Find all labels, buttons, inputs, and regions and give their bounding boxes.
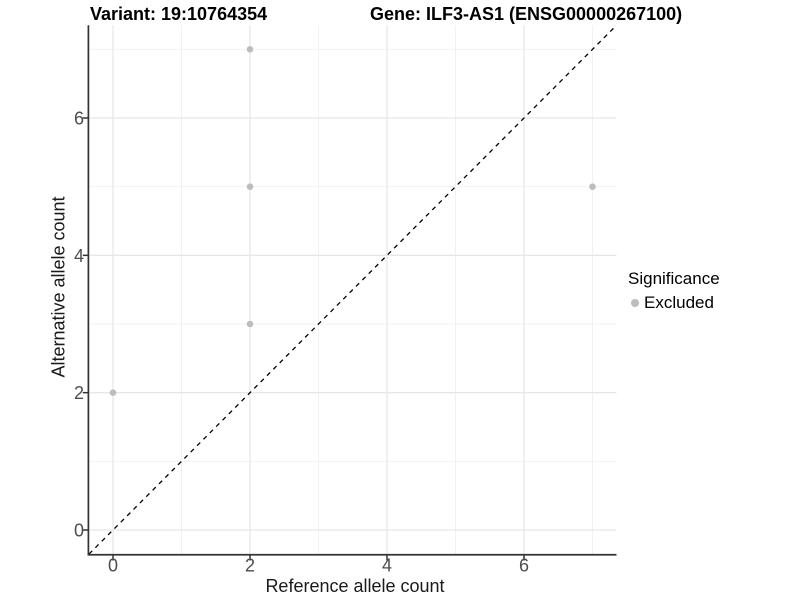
x-axis-title: Reference allele count	[265, 576, 445, 596]
y-tick-label: 0	[74, 521, 84, 541]
x-tick-label: 6	[519, 556, 529, 576]
plot-title-variant: Variant: 19:10764354	[90, 4, 268, 24]
data-point	[246, 320, 254, 328]
y-tick-label: 2	[74, 383, 84, 403]
legend: Significance Excluded	[628, 269, 720, 313]
plot-title-gene: Gene: ILF3-AS1 (ENSG00000267100)	[370, 4, 683, 24]
data-point	[246, 183, 254, 190]
x-tick-label: 4	[382, 556, 392, 576]
y-axis-title: Alternative allele count	[48, 196, 69, 378]
legend-title: Significance	[628, 269, 720, 288]
legend-item-excluded: Excluded	[631, 293, 720, 313]
identity-reference-line	[88, 24, 617, 555]
y-tick-label: 6	[74, 108, 84, 128]
data-point	[246, 46, 254, 53]
x-tick-label: 0	[108, 556, 118, 576]
data-point	[109, 389, 117, 396]
legend-item-label: Excluded	[644, 293, 714, 312]
data-point	[589, 183, 596, 190]
y-tick-label: 4	[74, 246, 84, 266]
legend-point-icon	[631, 299, 639, 307]
x-tick-label: 2	[245, 556, 255, 576]
